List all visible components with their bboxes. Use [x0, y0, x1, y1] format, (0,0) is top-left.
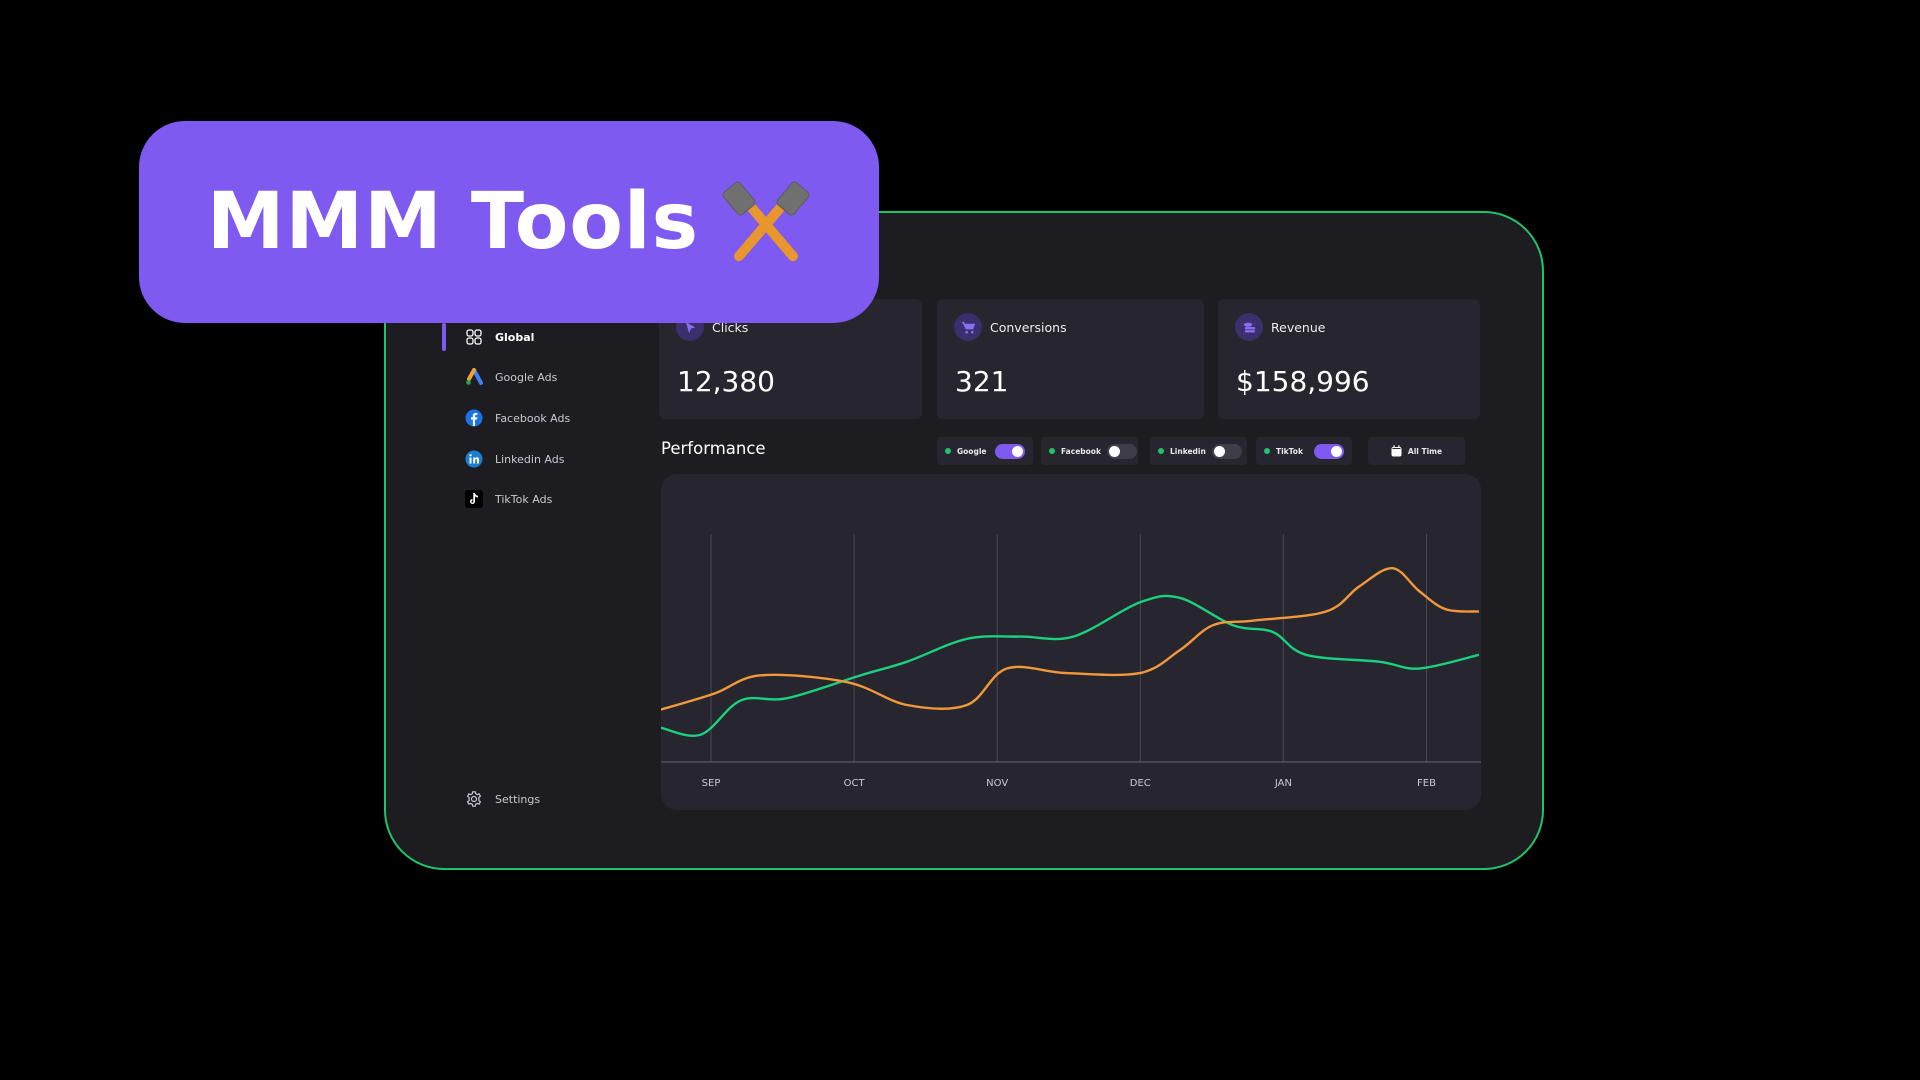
- performance-title: Performance: [661, 439, 766, 458]
- sidebar-item-label: Google Ads: [495, 370, 558, 384]
- sidebar-item-settings[interactable]: Settings: [465, 787, 540, 811]
- sidebar-item-label: Facebook Ads: [495, 411, 571, 425]
- filter-google[interactable]: Google: [937, 437, 1033, 465]
- toggle-tiktok[interactable]: [1314, 443, 1344, 459]
- stat-label: Clicks: [712, 319, 749, 335]
- cart-icon: [954, 313, 982, 341]
- calendar-icon: [1391, 445, 1402, 457]
- filter-facebook[interactable]: Facebook: [1041, 437, 1138, 465]
- hammer-pick-icon: [722, 181, 810, 262]
- google-ads-icon: [465, 368, 483, 386]
- performance-chart: SEP OCT NOV DEC JAN FEB: [661, 474, 1481, 810]
- toggle-google[interactable]: [995, 443, 1025, 459]
- x-axis-tick: JAN: [1274, 778, 1292, 789]
- sidebar: Global Google Ads Facebook Ads: [386, 213, 646, 868]
- chart-series-line: [661, 594, 1480, 737]
- filter-label: Facebook: [1061, 446, 1101, 456]
- x-axis-tick: SEP: [701, 778, 721, 789]
- facebook-icon: [465, 409, 483, 427]
- linkedin-icon: [465, 450, 483, 468]
- toggle-facebook[interactable]: [1106, 443, 1137, 459]
- active-indicator: [442, 323, 446, 351]
- filter-tiktok[interactable]: TikTok: [1256, 437, 1352, 465]
- sidebar-item-tiktok-ads[interactable]: TikTok Ads: [465, 487, 552, 511]
- filter-label: TikTok: [1276, 446, 1303, 456]
- badge-title: MMM Tools: [206, 177, 700, 267]
- dashboard-window: Global Google Ads Facebook Ads: [384, 211, 1544, 870]
- filter-linkedin[interactable]: Linkedin: [1150, 437, 1247, 465]
- sidebar-item-label: Settings: [495, 792, 541, 806]
- chart-series-line: [661, 567, 1480, 711]
- toggle-linkedin[interactable]: [1211, 443, 1242, 459]
- sidebar-item-label: Linkedin Ads: [495, 452, 565, 466]
- sidebar-item-linkedin-ads[interactable]: Linkedin Ads: [465, 447, 564, 471]
- x-axis-tick: FEB: [1417, 778, 1436, 789]
- tiktok-icon: [465, 490, 483, 508]
- stat-value: $158,996: [1236, 365, 1370, 398]
- filter-label: Linkedin: [1170, 446, 1206, 456]
- line-chart: [661, 534, 1481, 763]
- stat-label: Revenue: [1271, 319, 1326, 335]
- stat-card-revenue: Revenue $158,996: [1218, 299, 1480, 419]
- sidebar-item-label: TikTok Ads: [495, 492, 553, 506]
- x-axis-tick: OCT: [843, 778, 865, 789]
- sidebar-item-google-ads[interactable]: Google Ads: [465, 365, 557, 389]
- title-badge: MMM Tools: [139, 121, 879, 323]
- filter-label: Google: [957, 446, 987, 456]
- stat-card-conversions: Conversions 321: [937, 299, 1204, 419]
- grid-icon: [465, 328, 483, 346]
- sidebar-item-facebook-ads[interactable]: Facebook Ads: [465, 406, 570, 430]
- stat-value: 12,380: [677, 365, 775, 398]
- date-range-button[interactable]: All Time: [1368, 437, 1465, 465]
- x-axis-tick: NOV: [986, 778, 1009, 789]
- status-dot: [1049, 448, 1055, 454]
- sidebar-item-label: Global: [495, 330, 535, 344]
- sidebar-item-global[interactable]: Global: [465, 325, 534, 349]
- status-dot: [1158, 448, 1164, 454]
- x-axis-tick: DEC: [1129, 778, 1151, 789]
- stat-label: Conversions: [990, 319, 1067, 335]
- stat-value: 321: [955, 365, 1009, 398]
- date-range-label: All Time: [1407, 446, 1443, 456]
- coins-icon: [1235, 313, 1263, 341]
- status-dot: [945, 448, 951, 454]
- gear-icon: [465, 790, 483, 808]
- status-dot: [1264, 448, 1270, 454]
